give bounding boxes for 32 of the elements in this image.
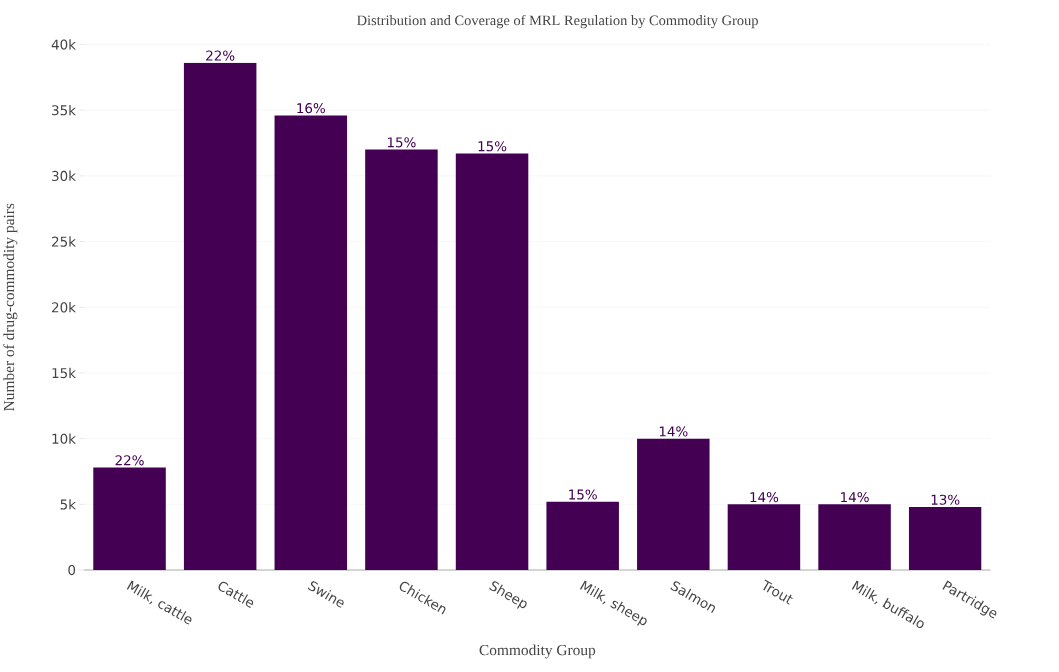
bar: [365, 149, 438, 570]
y-tick-label: 25k: [52, 236, 76, 247]
y-tick-label: 15k: [52, 367, 76, 378]
y-tick-label: 10k: [52, 433, 76, 444]
chart-title: Distribution and Coverage of MRL Regulation by Commodity Group: [357, 14, 758, 28]
y-tick-label: 35k: [52, 104, 76, 116]
annotation: 15%: [569, 489, 597, 500]
x-axis-title: Commodity Group: [479, 644, 596, 659]
y-tick-label: 5k: [60, 498, 76, 510]
annotation: 22%: [115, 455, 144, 466]
y-tick-label: 0: [68, 564, 76, 575]
y-tick-label: 30k: [52, 170, 76, 181]
annotation: 13%: [931, 494, 960, 505]
annotation: 14%: [659, 426, 688, 437]
bar: [455, 153, 529, 570]
bar: [183, 62, 257, 570]
annotation: 22%: [206, 50, 235, 61]
bar: [274, 115, 348, 570]
annotation: 16%: [297, 102, 326, 114]
annotation: 15%: [387, 137, 416, 148]
bar: [908, 506, 982, 570]
annotation: 14%: [841, 491, 869, 502]
bar: [93, 467, 166, 570]
bar: [637, 438, 710, 570]
annotation: 15%: [478, 140, 507, 152]
y-tick-label: 40k: [51, 39, 76, 50]
y-tick-label: 20k: [52, 301, 76, 313]
bar: [818, 504, 891, 570]
bar: [546, 501, 619, 570]
y-axis-title: Number of drug-commodity pairs: [3, 203, 18, 411]
annotation: 14%: [750, 491, 779, 502]
bar: [727, 504, 801, 570]
